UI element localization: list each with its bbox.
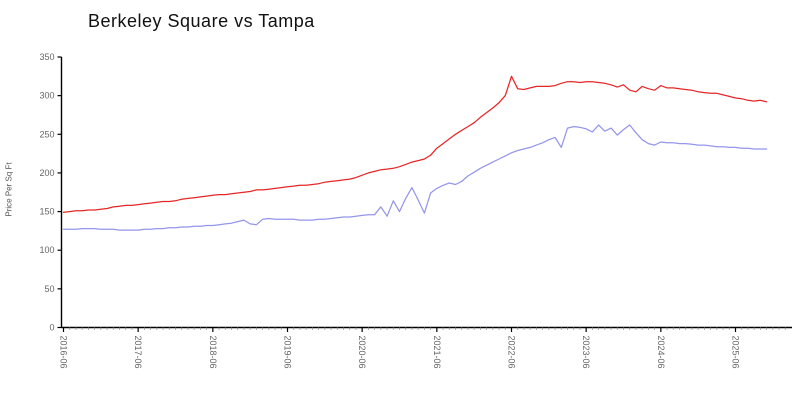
x-tick-label: 2017-06 [133,336,143,369]
y-tick-label: 0 [49,323,54,333]
chart-title: Berkeley Square vs Tampa [88,11,315,31]
y-tick-label: 300 [39,91,54,101]
y-tick-label: 350 [39,52,54,62]
x-tick-label: 2022-06 [506,336,516,369]
x-tick-label: 2020-06 [357,336,367,369]
y-tick-label: 250 [39,129,54,139]
x-tick-label: 2021-06 [432,336,442,369]
x-tick-label: 2023-06 [581,336,591,369]
x-tick-label: 2019-06 [282,336,292,369]
x-tick-label: 2025-06 [730,336,740,369]
x-tick-label: 2018-06 [208,336,218,369]
y-tick-label: 200 [39,168,54,178]
y-tick-label: 100 [39,245,54,255]
series-line-0 [62,75,768,213]
x-tick-label: 2016-06 [59,336,69,369]
y-tick-label: 150 [39,207,54,217]
series-line-1 [62,124,768,231]
x-tick-label: 2024-06 [656,336,666,369]
y-tick-label: 50 [44,284,54,294]
